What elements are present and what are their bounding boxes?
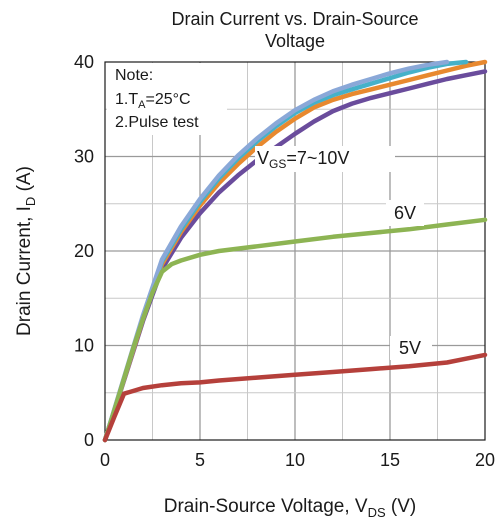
y-tick-labels: 0 10 20 30 40 [74,52,94,450]
note-line1: Note: [115,67,153,84]
x-tick-label: 10 [285,450,305,470]
note-line3: 2.Pulse test [115,114,199,131]
note-line2-prefix: 1.T [115,91,138,108]
x-axis-label-main: Drain-Source Voltage, V [164,496,368,517]
y-axis-label-main: Drain Current, I [14,206,35,336]
y-tick-label: 30 [74,147,94,167]
y-tick-label: 10 [74,336,94,356]
vgs-sub: GS [269,157,286,171]
x-axis-label-unit: (V) [386,496,417,517]
y-axis-label-sub: D [23,197,38,206]
x-axis-label: Drain-Source Voltage, VDS (V) [164,496,417,520]
x-tick-label: 15 [380,450,400,470]
plot-frame [104,61,486,441]
y-tick-label: 20 [74,241,94,261]
vgs-prefix: V [257,148,269,168]
y-axis-label-unit: (A) [14,166,35,197]
annotation-5v-text: 5V [399,338,421,358]
annotation-vgs: VGS=7~10V [255,146,395,172]
annotation-vgs-bg [255,146,395,172]
vgs-suffix: =7~10V [286,148,349,168]
y-tick-label: 0 [84,430,94,450]
x-tick-label: 5 [195,450,205,470]
x-tick-label: 0 [100,450,110,470]
chart-title-line1: Drain Current vs. Drain-Source [171,9,419,29]
y-axis-label: Drain Current, ID (A) [14,166,38,336]
note-line2-suffix: =25°C [145,91,190,108]
series-line-4 [102,59,450,443]
chart-title-line2: Voltage [264,31,326,51]
annotation-6v-text: 6V [394,203,416,223]
series-line-6 [102,352,488,443]
note-box: Note: 1.TA=25°C 2.Pulse test [107,63,227,135]
x-tick-label: 20 [475,450,495,470]
note-line2-sub: A [138,99,146,111]
annotation-6v: 6V [386,200,424,226]
annotation-5v: 5V [390,336,432,360]
y-tick-label: 40 [74,52,94,72]
x-axis-label-sub: DS [368,505,386,520]
series-layer [102,59,488,443]
annotation-6v-bg [386,200,424,226]
series-line-1 [102,69,488,443]
annotation-5v-bg [390,336,432,360]
note-box-bg [107,63,227,135]
x-tick-labels: 0 5 10 15 20 [100,450,495,470]
series-line-5 [102,217,488,443]
note-line2: 1.TA=25°C [115,91,191,111]
annotation-vgs-text: VGS=7~10V [257,148,349,171]
